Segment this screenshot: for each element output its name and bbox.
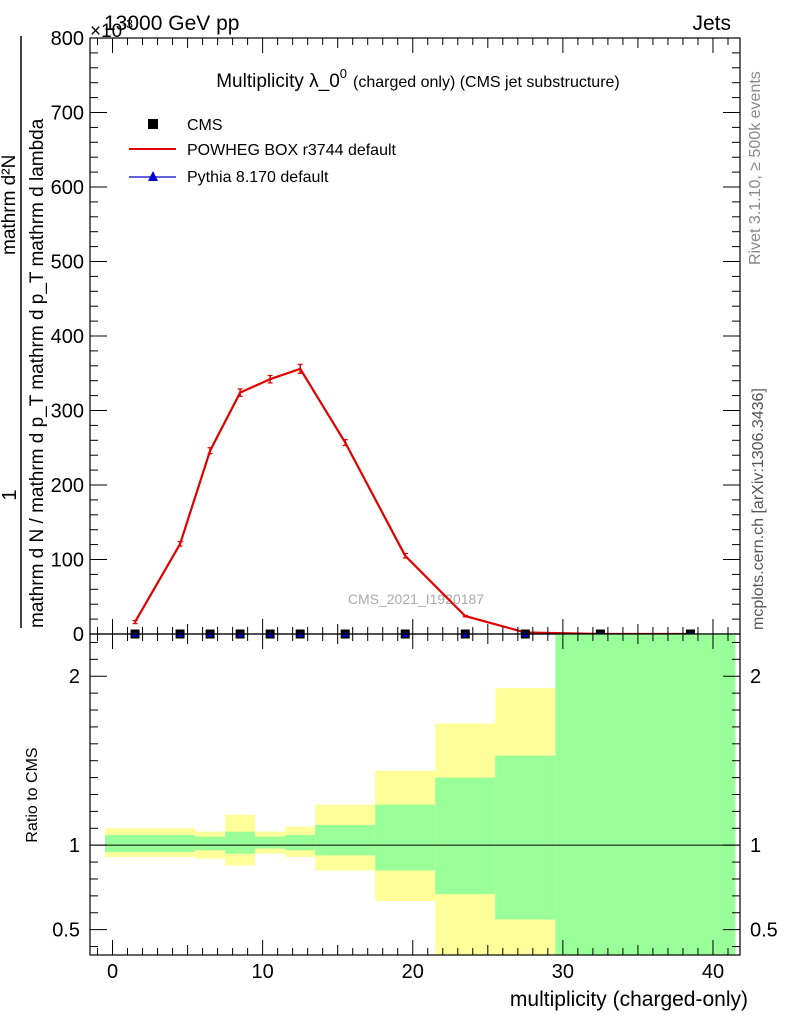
ratio-inner-band-3 xyxy=(225,831,256,854)
mcplots-label: mcplots.cern.ch [arXiv:1306.3436] xyxy=(750,388,767,630)
ratio-ytick-label-left-1: 1 xyxy=(69,835,80,857)
ylabel-denominator: mathrm d N / mathrm d p_T mathrm d p_T m… xyxy=(27,118,48,628)
main-ytick-label-800: 800 xyxy=(51,28,84,50)
ratio-ylabel: Ratio to CMS xyxy=(24,747,41,842)
legend-item-pythia: Pythia 8.170 default xyxy=(129,169,329,186)
main-ytick-label-700: 700 xyxy=(51,103,84,125)
ratio-ytick-label-right-0.5: 0.5 xyxy=(750,920,778,942)
main-plot: Multiplicity λ_00(charged only) (CMS jet… xyxy=(51,28,741,646)
ratio-plot: 0.5 0.51 12 20 10 20 30 40 Ratio to CMS multipl… xyxy=(24,633,778,1011)
x-tick-label-0: 0 xyxy=(107,961,118,983)
ratio-inner-band-1 xyxy=(165,835,196,852)
main-ytick-label-600: 600 xyxy=(51,177,84,199)
ratio-inner-band-2 xyxy=(195,836,226,851)
legend-cms-label: CMS xyxy=(187,117,223,134)
ratio-inner-band-7 xyxy=(375,804,436,871)
ratio-inner-band-9 xyxy=(495,755,556,920)
ylabel-numerator: 1 xyxy=(0,489,21,500)
x-axis-label: multiplicity (charged-only) xyxy=(510,988,748,1011)
rivet-label: Rivet 3.1.10, ≥ 500k events xyxy=(747,71,764,265)
x-tick-label-20: 20 xyxy=(402,961,424,983)
ratio-inner-band-0 xyxy=(105,835,166,852)
x-tick-label-40: 40 xyxy=(702,961,724,983)
ratio-ytick-label-left-2: 2 xyxy=(69,666,80,688)
ylabel-dn: mathrm d²N xyxy=(0,155,20,255)
legend-pythia-label: Pythia 8.170 default xyxy=(187,169,329,186)
main-ytick-label-300: 300 xyxy=(51,401,84,423)
legend: CMS POWHEG BOX r3744 default Pythia 8.17… xyxy=(129,117,397,186)
ratio-inner-band-5 xyxy=(285,835,316,851)
main-ytick-label-0: 0 xyxy=(73,624,84,646)
ratio-ytick-label-right-1: 1 xyxy=(750,835,761,857)
legend-item-powheg: POWHEG BOX r3744 default xyxy=(129,142,397,159)
legend-pythia-triangle-icon xyxy=(148,171,158,181)
main-y-axis-label: 1 mathrm d N / mathrm d p_T mathrm d p_T… xyxy=(0,36,48,628)
main-ytick-label-100: 100 xyxy=(51,550,84,572)
legend-powheg-label: POWHEG BOX r3744 default xyxy=(187,142,397,159)
main-ytick-label-400: 400 xyxy=(51,326,84,348)
main-title: Multiplicity λ_00(charged only) (CMS jet… xyxy=(216,66,620,92)
ratio-inner-band-10 xyxy=(555,634,736,955)
x-tick-label-10: 10 xyxy=(252,961,274,983)
powheg-line xyxy=(134,367,691,636)
legend-item-cms: CMS xyxy=(148,117,223,134)
ratio-inner-band-8 xyxy=(435,777,496,895)
ratio-inner-band-6 xyxy=(315,824,376,856)
ratio-ytick-label-left-0.5: 0.5 xyxy=(52,920,80,942)
x-tick-label-30: 30 xyxy=(552,961,574,983)
ratio-inner-band-4 xyxy=(255,836,286,849)
main-ytick-label-500: 500 xyxy=(51,252,84,274)
main-ytick-label-200: 200 xyxy=(51,475,84,497)
ratio-ytick-label-right-2: 2 xyxy=(750,666,761,688)
process-label: Jets xyxy=(692,12,731,35)
ratio-axes: 0.5 0.51 12 20 10 20 30 40 xyxy=(52,633,778,983)
energy-label: 13000 GeV pp xyxy=(104,12,239,35)
ratio-bands xyxy=(90,634,740,955)
exponent-label: ×10-3 xyxy=(90,17,133,42)
legend-cms-marker-icon xyxy=(148,119,158,129)
main-axes: 0 100 200 300 400 500 600 700 800 xyxy=(51,28,741,646)
watermark: CMS_2021_I1920187 xyxy=(348,591,484,607)
